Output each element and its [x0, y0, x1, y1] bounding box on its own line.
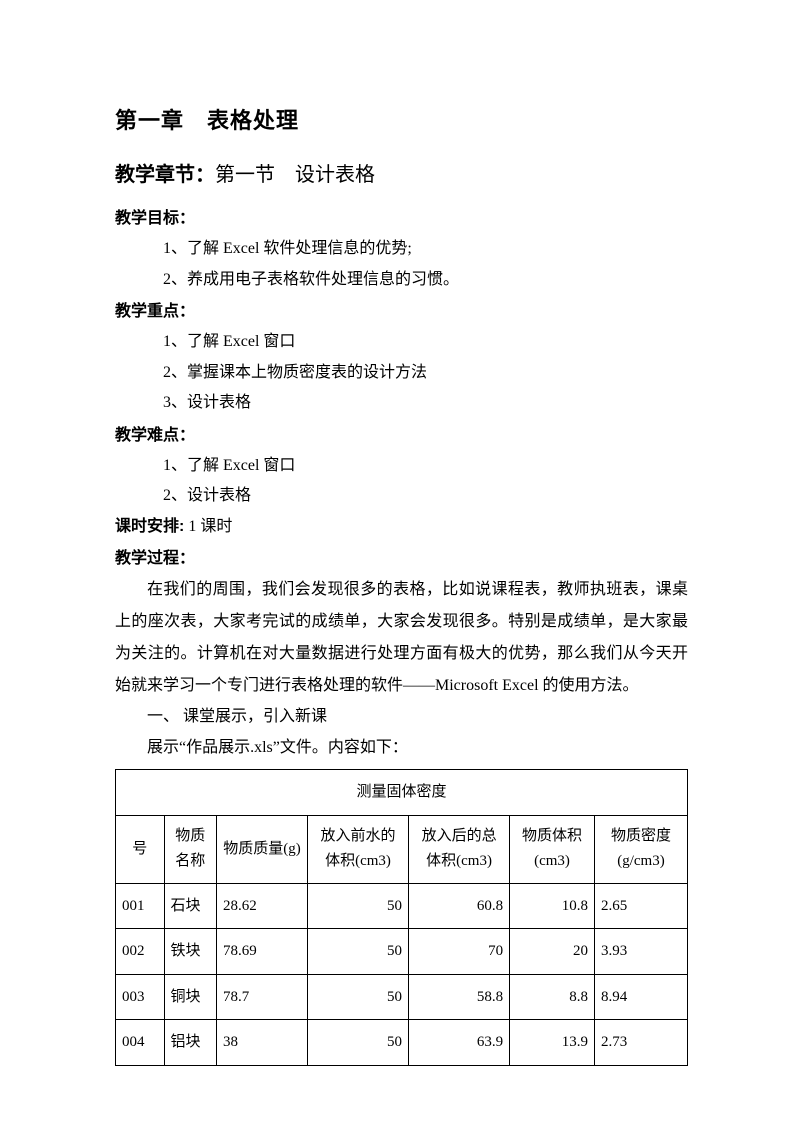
- cell: 004: [116, 1020, 165, 1066]
- cell: 63.9: [409, 1020, 510, 1066]
- cell: 铝块: [164, 1020, 217, 1066]
- section-label: 教学章节：: [115, 164, 215, 186]
- cell: 50: [308, 974, 409, 1020]
- col-vol-before: 放入前水的体积(cm3): [308, 815, 409, 883]
- cell: 铁块: [164, 929, 217, 975]
- table-row: 004 铝块 38 50 63.9 13.9 2.73: [116, 1020, 688, 1066]
- cell: 003: [116, 974, 165, 1020]
- focus-item: 2、掌握课本上物质密度表的设计方法: [115, 358, 688, 388]
- cell: 70: [409, 929, 510, 975]
- show-line: 展示“作品展示.xls”文件。内容如下：: [115, 733, 688, 763]
- table-title: 测量固体密度: [116, 770, 688, 816]
- cell: 38: [217, 1020, 308, 1066]
- process-label: 教学过程：: [115, 544, 688, 574]
- cell: 8.94: [594, 974, 687, 1020]
- cell: 78.7: [217, 974, 308, 1020]
- chapter-title: 第一章 表格处理: [115, 100, 688, 142]
- cell: 78.69: [217, 929, 308, 975]
- table-row: 003 铜块 78.7 50 58.8 8.8 8.94: [116, 974, 688, 1020]
- cell: 3.93: [594, 929, 687, 975]
- cell: 50: [308, 1020, 409, 1066]
- focus-label: 教学重点：: [115, 297, 688, 327]
- hours-value: 1 课时: [184, 518, 232, 535]
- difficulty-item: 2、设计表格: [115, 481, 688, 511]
- cell: 50: [308, 929, 409, 975]
- col-vol-after: 放入后的总体积(cm3): [409, 815, 510, 883]
- section-title: 第一节 设计表格: [215, 164, 375, 186]
- focus-item: 1、了解 Excel 窗口: [115, 327, 688, 357]
- col-name: 物质名称: [164, 815, 217, 883]
- cell: 28.62: [217, 883, 308, 929]
- hours-label: 课时安排:: [115, 518, 184, 535]
- cell: 2.73: [594, 1020, 687, 1066]
- cell: 2.65: [594, 883, 687, 929]
- goal-item: 1、了解 Excel 软件处理信息的优势;: [115, 234, 688, 264]
- col-mass: 物质质量(g): [217, 815, 308, 883]
- density-table: 测量固体密度 号 物质名称 物质质量(g) 放入前水的体积(cm3) 放入后的总…: [115, 769, 688, 1066]
- cell: 58.8: [409, 974, 510, 1020]
- cell: 8.8: [510, 974, 595, 1020]
- section-heading: 教学章节：第一节 设计表格: [115, 156, 688, 194]
- cell: 石块: [164, 883, 217, 929]
- table-title-row: 测量固体密度: [116, 770, 688, 816]
- cell: 20: [510, 929, 595, 975]
- intro-paragraph: 在我们的周围，我们会发现很多的表格，比如说课程表，教师执班表，课桌上的座次表，大…: [115, 574, 688, 702]
- difficulty-label: 教学难点：: [115, 421, 688, 451]
- cell: 60.8: [409, 883, 510, 929]
- cell: 10.8: [510, 883, 595, 929]
- col-density: 物质密度(g/cm3): [594, 815, 687, 883]
- difficulty-item: 1、了解 Excel 窗口: [115, 451, 688, 481]
- cell: 铜块: [164, 974, 217, 1020]
- goals-label: 教学目标：: [115, 204, 688, 234]
- table-header-row: 号 物质名称 物质质量(g) 放入前水的体积(cm3) 放入后的总体积(cm3)…: [116, 815, 688, 883]
- col-volume: 物质体积(cm3): [510, 815, 595, 883]
- table-row: 001 石块 28.62 50 60.8 10.8 2.65: [116, 883, 688, 929]
- focus-item: 3、设计表格: [115, 388, 688, 418]
- cell: 002: [116, 929, 165, 975]
- table-row: 002 铁块 78.69 50 70 20 3.93: [116, 929, 688, 975]
- cell: 50: [308, 883, 409, 929]
- hours-line: 课时安排: 1 课时: [115, 512, 688, 542]
- col-id: 号: [116, 815, 165, 883]
- cell: 001: [116, 883, 165, 929]
- cell: 13.9: [510, 1020, 595, 1066]
- page: 第一章 表格处理 教学章节：第一节 设计表格 教学目标： 1、了解 Excel …: [0, 0, 793, 1122]
- goal-item: 2、养成用电子表格软件处理信息的习惯。: [115, 265, 688, 295]
- subheading-1: 一、 课堂展示，引入新课: [115, 702, 688, 732]
